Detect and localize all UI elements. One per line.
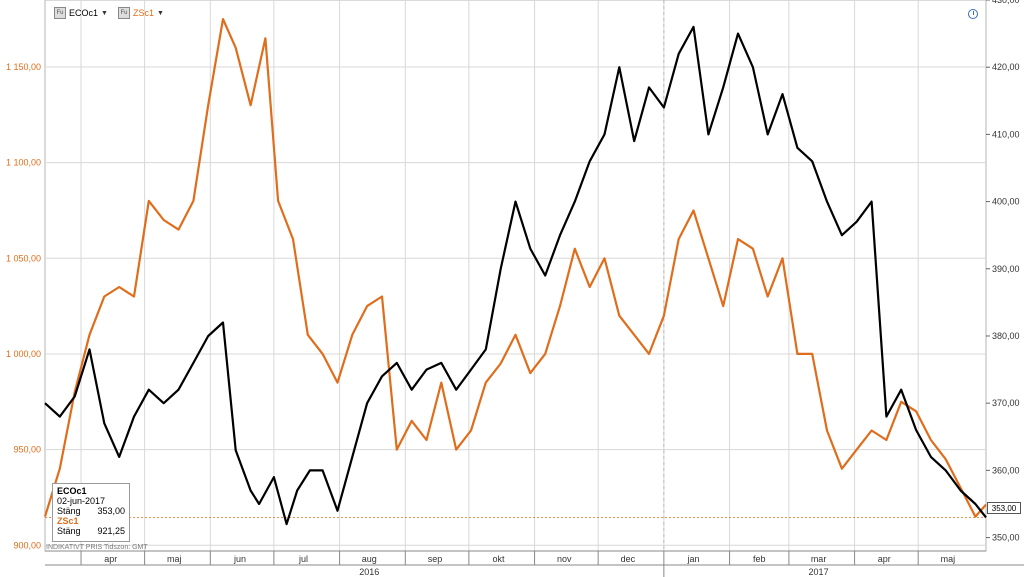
month-label: dec: [621, 554, 636, 564]
left-axis-tick-label: 1 050,00: [6, 253, 41, 263]
fu-icon: Fu: [118, 7, 130, 19]
clock-icon[interactable]: [968, 9, 978, 19]
last-price-tag: 353,00: [987, 502, 1021, 514]
footer-note: INDIKATIVT PRIS Tidszon: GMT: [46, 544, 148, 551]
month-label: aug: [362, 554, 377, 564]
series-line-zsc1: [43, 18, 987, 518]
info-close-value-2: 921,25: [97, 526, 125, 536]
left-axis-tick-label: 950,00: [13, 445, 41, 455]
left-axis-tick-label: 1 150,00: [6, 62, 41, 72]
month-label: jun: [233, 554, 246, 564]
right-axis-tick-label: 430,00: [992, 0, 1020, 5]
month-label: apr: [878, 554, 891, 564]
month-label: feb: [753, 554, 766, 564]
info-close-value-1: 353,00: [97, 506, 125, 516]
month-label: sep: [428, 554, 443, 564]
month-label: jan: [687, 554, 700, 564]
series-line-ecoc1: [44, 25, 987, 526]
right-axis-tick-label: 370,00: [992, 398, 1020, 408]
right-axis-tick-label: 410,00: [992, 129, 1020, 139]
info-box: ECOc1 02-jun-2017 Stäng 353,00 ZSc1 Stän…: [52, 483, 130, 542]
month-label: apr: [104, 554, 117, 564]
month-label: jul: [298, 554, 308, 564]
right-axis-tick-label: 390,00: [992, 264, 1020, 274]
month-label: maj: [167, 554, 182, 564]
right-axis-tick-label: 360,00: [992, 465, 1020, 475]
left-axis-tick-label: 900,00: [13, 540, 41, 550]
plot-area: [44, 0, 987, 552]
legend-label-ecoc1: ECOc1: [69, 8, 99, 18]
caret-down-icon[interactable]: ▼: [101, 9, 108, 17]
month-label: maj: [941, 554, 956, 564]
left-axis-tick-label: 1 000,00: [6, 349, 41, 359]
caret-down-icon[interactable]: ▼: [157, 9, 164, 17]
month-label: mar: [811, 554, 827, 564]
info-ticker-1: ECOc1: [57, 486, 87, 496]
fu-icon: Fu: [54, 7, 66, 19]
month-label: nov: [557, 554, 572, 564]
left-axis-tick-label: 1 100,00: [6, 158, 41, 168]
info-ticker-2: ZSc1: [57, 516, 79, 526]
legend-label-zsc1: ZSc1: [133, 8, 155, 18]
year-label: 2017: [809, 567, 829, 577]
info-close-label-2: Stäng: [57, 526, 81, 536]
legend-ecoc1[interactable]: Fu ECOc1 ▼: [54, 6, 108, 20]
info-close-label-1: Stäng: [57, 506, 81, 516]
info-date: 02-jun-2017: [57, 496, 106, 506]
legend-zsc1[interactable]: Fu ZSc1 ▼: [118, 6, 164, 20]
right-axis-tick-label: 350,00: [992, 533, 1020, 543]
right-axis-tick-label: 420,00: [992, 62, 1020, 72]
right-axis-tick-label: 400,00: [992, 197, 1020, 207]
right-axis-tick-label: 380,00: [992, 331, 1020, 341]
year-label: 2016: [359, 567, 379, 577]
month-label: okt: [493, 554, 506, 564]
